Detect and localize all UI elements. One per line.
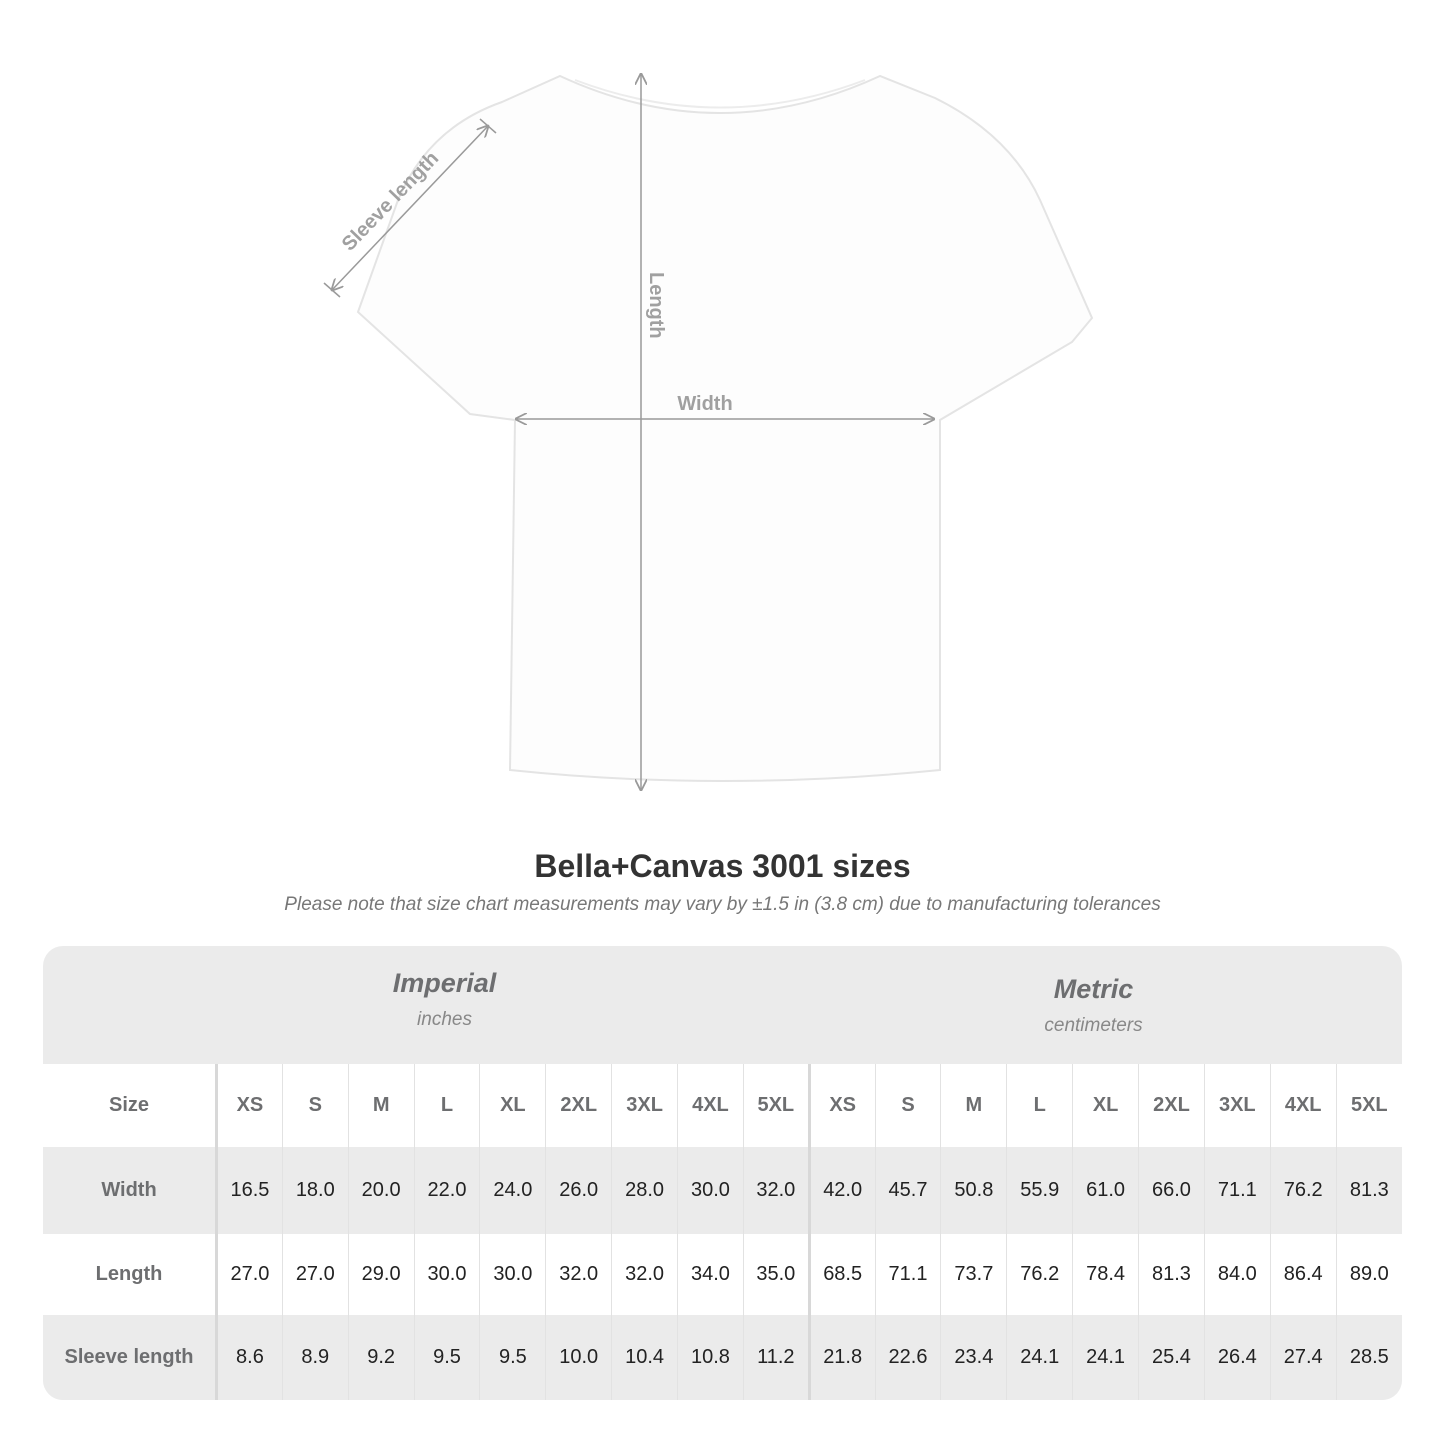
size-header-imperial: M (347, 1064, 415, 1147)
size-header-imperial: 2XL (545, 1064, 612, 1147)
imperial-value: 30.0 (413, 1234, 480, 1315)
size-header-metric: 5XL (1335, 1064, 1402, 1147)
imperial-value: 26.0 (545, 1147, 612, 1234)
size-header-imperial: XS (216, 1064, 283, 1147)
metric-value: 66.0 (1138, 1147, 1205, 1234)
metric-value: 71.1 (1203, 1147, 1271, 1234)
metric-value: 68.5 (807, 1234, 876, 1315)
tshirt-shape (356, 74, 1094, 782)
imperial-title: Imperial (392, 968, 497, 998)
metric-value: 24.1 (1072, 1315, 1139, 1400)
imperial-header: Imperial inches (148, 968, 741, 1031)
imperial-value: 29.0 (347, 1234, 415, 1315)
imperial-value: 9.2 (347, 1315, 415, 1400)
length-arrow: Length (641, 74, 667, 790)
imperial-value: 30.0 (479, 1234, 546, 1315)
imperial-value: 35.0 (742, 1234, 810, 1315)
length-label: Length (645, 272, 667, 339)
size-header-metric: S (874, 1064, 941, 1147)
metric-value: 76.2 (1269, 1147, 1337, 1234)
imperial-value: 16.5 (216, 1147, 283, 1234)
size-table: Imperial inches Metric centimeters Size X… (43, 946, 1402, 1400)
size-header-metric: 2XL (1138, 1064, 1205, 1147)
metric-value: 61.0 (1072, 1147, 1139, 1234)
imperial-value: 27.0 (281, 1234, 349, 1315)
metric-value: 50.8 (940, 1147, 1007, 1234)
imperial-value: 18.0 (281, 1147, 349, 1234)
imperial-value: 20.0 (347, 1147, 415, 1234)
row-label: Sleeve length (43, 1315, 218, 1400)
row-label: Width (43, 1147, 218, 1234)
metric-value: 24.1 (1006, 1315, 1073, 1400)
table-row: Width 16.5 18.0 20.0 22.0 24.0 26.0 28.0 30.0 32.… (43, 1147, 1402, 1234)
tshirt-diagram: Length Width Sleeve length (323, 0, 1094, 820)
metric-value: 22.6 (874, 1315, 941, 1400)
metric-value: 86.4 (1269, 1234, 1337, 1315)
metric-value: 81.3 (1335, 1147, 1402, 1234)
size-header-metric: XS (807, 1064, 876, 1147)
metric-title: Metric (1053, 974, 1134, 1004)
size-header-imperial: L (413, 1064, 480, 1147)
metric-value: 26.4 (1203, 1315, 1271, 1400)
size-header-imperial: 3XL (611, 1064, 678, 1147)
table-row: Length 27.0 27.0 29.0 30.0 30.0 32.0 32.0 34.0 35… (43, 1234, 1402, 1315)
metric-value: 27.4 (1269, 1315, 1337, 1400)
row-label: Length (43, 1234, 218, 1315)
imperial-value: 27.0 (216, 1234, 283, 1315)
size-header-row: Size XS S M L XL 2XL 3XL 4XL 5XL XS S M L XL 2XL 3XL 4XL 5… (43, 1064, 1402, 1147)
metric-value: 55.9 (1006, 1147, 1073, 1234)
size-header-metric: L (1006, 1064, 1073, 1147)
metric-value: 45.7 (874, 1147, 941, 1234)
metric-value: 28.5 (1335, 1315, 1402, 1400)
metric-value: 78.4 (1072, 1234, 1139, 1315)
imperial-value: 22.0 (413, 1147, 480, 1234)
imperial-value: 34.0 (677, 1234, 744, 1315)
imperial-value: 11.2 (742, 1315, 810, 1400)
imperial-value: 28.0 (611, 1147, 678, 1234)
imperial-value: 10.0 (545, 1315, 612, 1400)
size-header-metric: 4XL (1269, 1064, 1337, 1147)
metric-value: 21.8 (807, 1315, 876, 1400)
metric-value: 81.3 (1138, 1234, 1205, 1315)
imperial-value: 32.0 (742, 1147, 810, 1234)
imperial-value: 32.0 (611, 1234, 678, 1315)
imperial-value: 30.0 (677, 1147, 744, 1234)
imperial-value: 24.0 (479, 1147, 546, 1234)
size-label: Size (43, 1064, 218, 1147)
size-header-imperial: XL (479, 1064, 546, 1147)
width-label: Width (677, 393, 732, 415)
imperial-value: 10.8 (677, 1315, 744, 1400)
size-header-imperial: S (281, 1064, 349, 1147)
size-header-metric: M (940, 1064, 1007, 1147)
metric-value: 71.1 (874, 1234, 941, 1315)
size-header-imperial: 4XL (677, 1064, 744, 1147)
imperial-value: 8.9 (281, 1315, 349, 1400)
table-row: Sleeve length 8.6 8.9 9.2 9.5 9.5 10.0 10.4 10.8… (43, 1315, 1402, 1400)
size-grid: Size XS S M L XL 2XL 3XL 4XL 5XL XS S M L XL 2XL 3XL 4XL 5… (43, 1064, 1402, 1400)
width-arrow: Width (516, 393, 934, 419)
page-title: Bella+Canvas 3001 sizes (534, 848, 911, 884)
metric-value: 23.4 (940, 1315, 1007, 1400)
imperial-value: 32.0 (545, 1234, 612, 1315)
metric-value: 42.0 (807, 1147, 876, 1234)
metric-value: 73.7 (940, 1234, 1007, 1315)
metric-value: 89.0 (1335, 1234, 1402, 1315)
size-header-metric: 3XL (1203, 1064, 1271, 1147)
metric-unit: centimeters (1044, 1015, 1143, 1036)
metric-header: Metric centimeters (797, 974, 1390, 1037)
size-header-metric: XL (1072, 1064, 1139, 1147)
imperial-unit: inches (417, 1009, 472, 1030)
size-header-imperial: 5XL (742, 1064, 810, 1147)
imperial-value: 9.5 (479, 1315, 546, 1400)
imperial-value: 8.6 (216, 1315, 283, 1400)
imperial-value: 10.4 (611, 1315, 678, 1400)
metric-value: 84.0 (1203, 1234, 1271, 1315)
imperial-value: 9.5 (413, 1315, 480, 1400)
metric-value: 25.4 (1138, 1315, 1205, 1400)
tolerance-note: Please note that size chart measurements… (284, 894, 1161, 915)
metric-value: 76.2 (1006, 1234, 1073, 1315)
